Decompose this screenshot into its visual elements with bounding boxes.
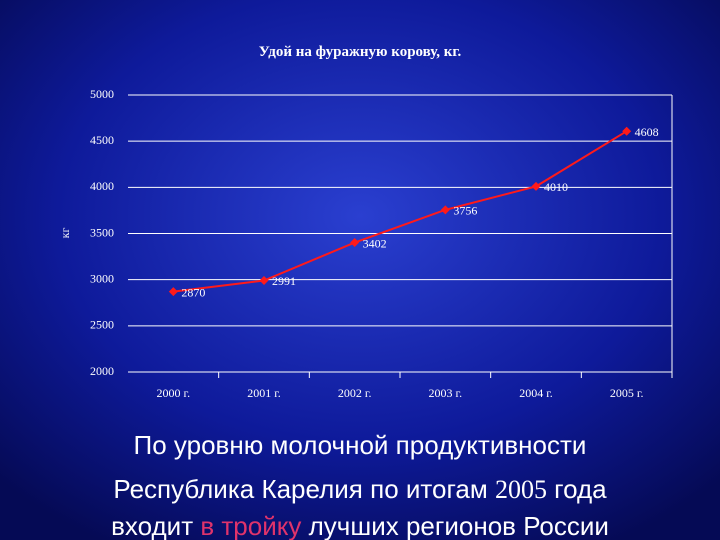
y-tick-label: 3000 (90, 271, 114, 285)
x-tick-label: 2004 г. (519, 386, 553, 400)
chart-title: Удой на фуражную корову, кг. (259, 44, 462, 60)
data-label: 4608 (635, 125, 659, 139)
marker (350, 238, 360, 248)
marker (440, 205, 450, 215)
line (173, 130, 628, 293)
y-tick-label: 2500 (90, 318, 114, 332)
caption-line: Республика Карелия по итогам 2005 года (113, 474, 607, 504)
y-tick-label: 3500 (90, 225, 114, 239)
x-tick-label: 2003 г. (429, 386, 463, 400)
y-tick-label: 5000 (90, 87, 114, 101)
x-tick-label: 2005 г. (610, 386, 644, 400)
marker (622, 126, 632, 136)
marker (168, 287, 178, 297)
marker (259, 275, 269, 285)
data-label: 2870 (181, 285, 205, 299)
caption-line: По уровню молочной продуктивности (134, 430, 587, 460)
y-tick-label: 4500 (90, 133, 114, 147)
y-tick-label: 4000 (90, 179, 114, 193)
y-axis-label: кг (58, 228, 72, 239)
x-tick-label: 2000 г. (157, 386, 191, 400)
y-tick-label: 2000 (90, 364, 114, 378)
x-tick-label: 2001 г. (247, 386, 281, 400)
x-tick-label: 2002 г. (338, 386, 372, 400)
data-label: 3402 (363, 236, 387, 250)
caption-line: входит в тройку лучших регионов России (111, 511, 609, 540)
data-label: 2991 (272, 274, 296, 288)
data-label: 3756 (453, 204, 477, 218)
marker (531, 181, 541, 191)
data-label: 4010 (544, 180, 568, 194)
